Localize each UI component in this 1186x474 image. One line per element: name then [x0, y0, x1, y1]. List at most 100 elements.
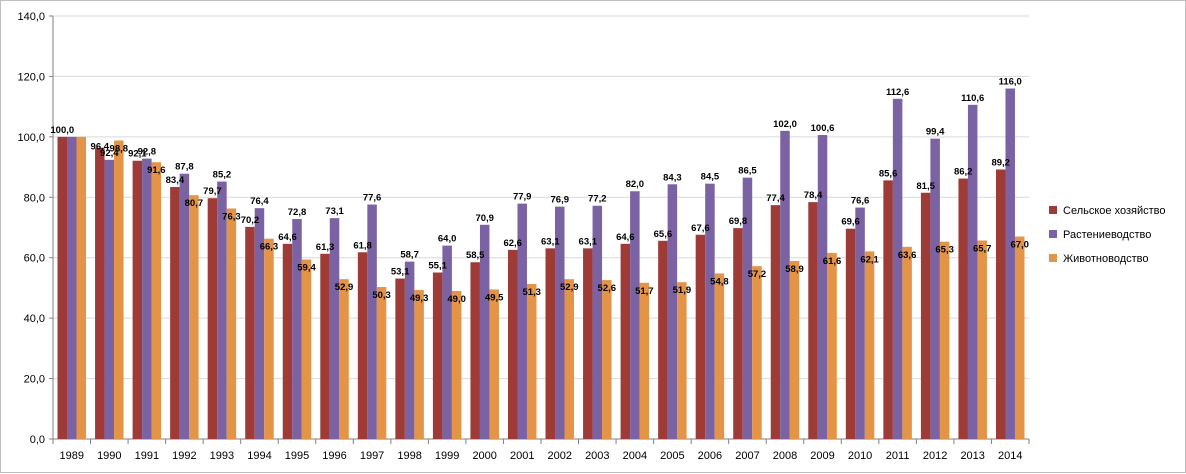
bar: [114, 140, 124, 440]
data-label: 65,7: [973, 243, 992, 254]
bar: [695, 234, 706, 439]
bar: [226, 208, 237, 439]
bar: [620, 243, 631, 439]
bar: [179, 173, 190, 439]
data-label: 79,7: [203, 186, 222, 197]
data-labels: 100,0 96,492,498,8 92,192,8 91,683,4 87,8 80,…: [50, 77, 1029, 305]
x-tick-label: 2004: [623, 450, 647, 462]
data-label: 67,6: [691, 223, 710, 234]
bar: [376, 287, 387, 439]
bar: [404, 261, 415, 439]
data-label: 58,5: [466, 250, 485, 261]
data-label: 87,8: [175, 162, 194, 173]
x-tick-label: 1997: [360, 450, 384, 462]
bar: [282, 243, 293, 439]
bar: [132, 160, 143, 439]
data-label: 82,0: [626, 179, 645, 190]
legend-label: Животноводство: [1063, 253, 1149, 265]
bar: [808, 202, 818, 439]
bar: [602, 280, 612, 439]
data-label: 50,3: [372, 290, 391, 301]
data-label: 54,8: [710, 276, 729, 287]
data-label: 51,9: [673, 285, 692, 296]
data-label: 77,9: [513, 192, 532, 203]
bar: [855, 207, 865, 439]
x-tick-label: 2010: [848, 450, 872, 462]
bar: [254, 208, 265, 439]
x-tick-label: 1991: [135, 450, 159, 462]
bar: [329, 218, 340, 439]
data-label: 84,3: [663, 172, 682, 183]
y-tick-label: 20,0: [24, 374, 45, 386]
data-label: 110,6: [961, 93, 984, 104]
x-tick-label: 2013: [960, 450, 984, 462]
data-label: 78,4: [804, 190, 823, 201]
bar: [658, 240, 668, 439]
y-tick-label: 40,0: [24, 313, 45, 325]
data-label: 84,5: [701, 172, 720, 183]
bar: [583, 248, 593, 439]
data-label: 92,1: [128, 149, 147, 160]
x-tick-label: 1993: [210, 450, 234, 462]
x-tick-label: 1989: [60, 450, 84, 462]
bars: [57, 88, 1025, 440]
bar: [264, 238, 274, 439]
data-label: 64,0: [438, 234, 457, 245]
bar: [677, 282, 687, 439]
bar: [930, 138, 940, 440]
y-tick-label: 140,0: [17, 11, 45, 23]
data-label: 76,3: [222, 211, 241, 222]
data-label: 77,4: [766, 193, 785, 204]
bar: [630, 191, 640, 439]
data-label: 53,1: [391, 267, 410, 278]
y-tick-label: 0,0: [30, 434, 45, 446]
bar: [592, 205, 603, 439]
x-tick-label: 2007: [735, 450, 759, 462]
bar: [67, 136, 77, 439]
data-label: 62,6: [503, 238, 522, 249]
bar: [864, 251, 875, 439]
data-label: 72,8: [288, 207, 307, 218]
data-label: 62,1: [860, 254, 879, 265]
bar: [752, 266, 762, 439]
data-label: 98,8: [110, 143, 129, 154]
data-label: 85,2: [213, 170, 232, 181]
x-tick-label: 1998: [397, 450, 421, 462]
bar: [742, 177, 753, 439]
data-label: 80,7: [185, 198, 204, 209]
x-tick-label: 1999: [435, 450, 459, 462]
data-label: 81,5: [916, 181, 935, 192]
bar: [733, 228, 743, 439]
data-label: 76,4: [250, 196, 269, 207]
bar: [545, 248, 556, 439]
bar: [95, 147, 105, 439]
bar: [939, 241, 950, 439]
legend-swatch: [1049, 254, 1057, 262]
data-label: 55,1: [428, 261, 447, 272]
bar: [902, 246, 912, 439]
bar: [339, 279, 349, 439]
data-label: 83,4: [166, 175, 185, 186]
data-label: 63,1: [541, 236, 560, 247]
data-label: 65,6: [654, 229, 673, 240]
x-tick-label: 2006: [698, 450, 722, 462]
bar: [470, 262, 480, 439]
bar: [442, 245, 452, 439]
data-label: 58,7: [400, 250, 419, 261]
data-label: 69,6: [841, 217, 860, 228]
bar: [320, 253, 330, 439]
bar: [827, 252, 837, 439]
bar: [967, 104, 978, 439]
data-label: 67,0: [1010, 240, 1029, 251]
bar: [920, 192, 931, 439]
bar: [489, 289, 499, 439]
data-label: 70,2: [241, 215, 260, 226]
y-tick-label: 100,0: [17, 132, 45, 144]
data-label: 100,6: [811, 123, 835, 134]
bar: [564, 279, 575, 439]
legend-label: Сельское хозяйство: [1063, 205, 1165, 217]
x-tick-label: 2005: [660, 450, 684, 462]
data-label: 52,9: [560, 282, 579, 293]
y-tick-label: 60,0: [24, 253, 45, 265]
